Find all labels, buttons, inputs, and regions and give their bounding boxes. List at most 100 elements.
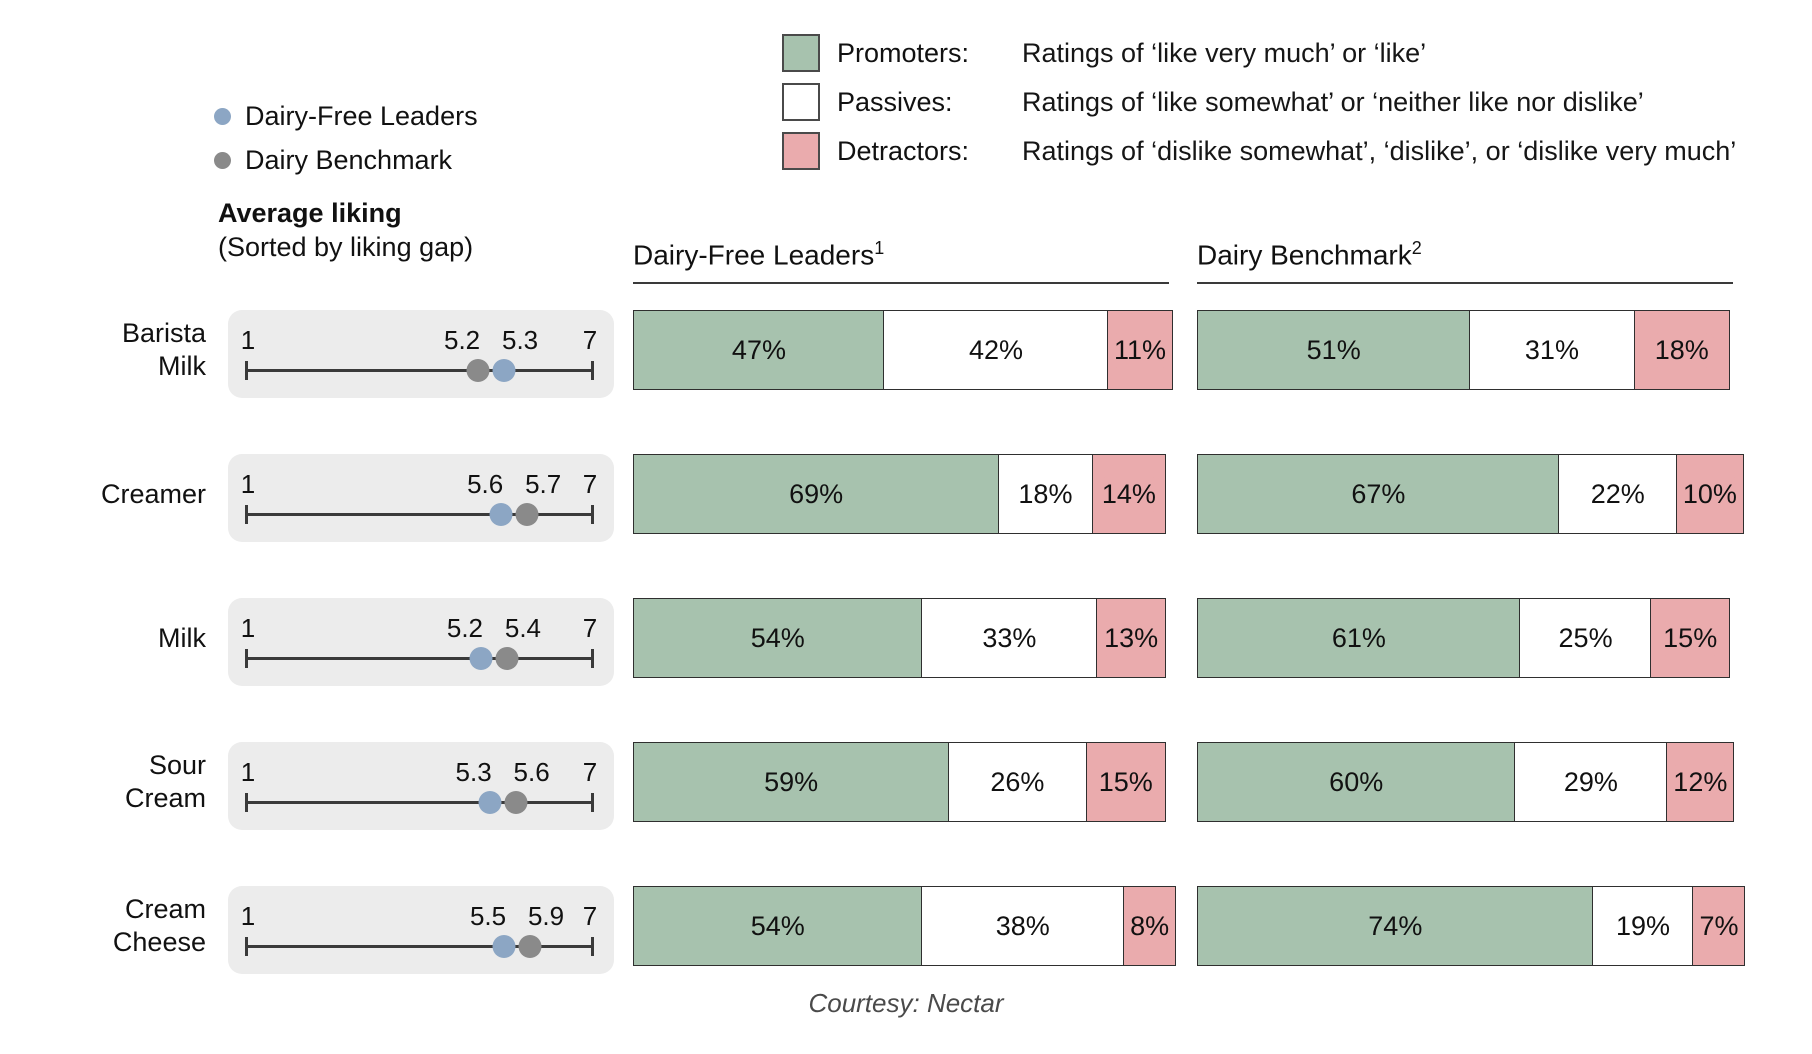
- scale-line: [246, 801, 592, 804]
- passives-percent-label: 19%: [1616, 910, 1671, 941]
- dairy-free-bar: 47% 42% 11%: [633, 310, 1174, 390]
- scale-label-min: 1: [240, 901, 256, 931]
- promoters-segment: 51%: [1197, 310, 1471, 390]
- scale-tick-min: [244, 505, 248, 524]
- scale-label-min: 1: [240, 469, 256, 499]
- promoters-percent-label: 54%: [750, 622, 805, 653]
- avg-value-label: 5.9: [527, 901, 565, 931]
- category-row: Creamer 1 7 5.6 5.7 69% 18% 14% 67% 22% 10%: [0, 454, 1812, 542]
- detractors-percent-label: 14%: [1095, 476, 1162, 512]
- avg-value-label: 5.2: [446, 613, 484, 643]
- detractors-swatch-icon: [782, 132, 820, 170]
- footnote-marker: 2: [1411, 238, 1422, 258]
- passives-segment: 29%: [1513, 742, 1668, 822]
- avg-value-label: 5.6: [513, 757, 550, 787]
- detractors-segment: 13%: [1096, 598, 1166, 678]
- scale-label-max: 7: [582, 469, 598, 499]
- category-label: Sour Cream: [124, 750, 206, 813]
- avg-value-label: 5.7: [525, 469, 562, 499]
- detractors-percent-label: 10%: [1676, 476, 1743, 512]
- segment-legend-item-detractors: Detractors: Ratings of ‘dislike somewhat…: [782, 131, 1736, 171]
- benchmark-bar: 61% 25% 15%: [1197, 598, 1733, 678]
- promoters-percent-label: 74%: [1368, 910, 1423, 941]
- detractors-segment: 15%: [1650, 598, 1730, 678]
- scale-line: [246, 657, 592, 660]
- scale-line: [246, 945, 592, 948]
- scale-line: [246, 513, 592, 516]
- detractors-segment: 12%: [1666, 742, 1735, 822]
- promoters-swatch-icon: [782, 34, 820, 72]
- series-legend-label: Dairy Benchmark: [245, 144, 453, 175]
- detractors-percent-label: 18%: [1648, 332, 1715, 368]
- avg-value-label: 5.3: [502, 325, 539, 355]
- detractors-percent-label: 15%: [1657, 620, 1724, 656]
- detractors-segment: 8%: [1123, 886, 1177, 966]
- promoters-segment: 54%: [633, 598, 923, 678]
- promoters-segment: 59%: [633, 742, 950, 822]
- scale-label-min: 1: [240, 757, 256, 787]
- passives-segment: 31%: [1468, 310, 1636, 390]
- promoters-percent-label: 67%: [1351, 478, 1406, 509]
- promoters-percent-label: 47%: [731, 334, 786, 365]
- benchmark-avg-dot: [518, 935, 542, 958]
- passives-segment: 38%: [920, 886, 1125, 966]
- passives-segment: 18%: [997, 454, 1094, 534]
- benchmark-avg-dot: [504, 791, 528, 814]
- passives-segment: 25%: [1519, 598, 1652, 678]
- dairy-free-dot-icon: [214, 107, 231, 125]
- series-legend-item-benchmark: Dairy Benchmark: [214, 138, 478, 182]
- passives-percent-label: 25%: [1558, 622, 1613, 653]
- scale-tick-max: [590, 505, 594, 524]
- avg-value-label: 5.4: [504, 613, 542, 643]
- benchmark-avg-dot: [466, 359, 490, 382]
- detractors-percent-label: 7%: [1693, 908, 1745, 944]
- scale-line: [246, 369, 592, 372]
- benchmark-bar: 60% 29% 12%: [1197, 742, 1735, 822]
- scale-tick-max: [590, 649, 594, 668]
- series-legend: Dairy-Free Leaders Dairy Benchmark: [214, 94, 478, 182]
- footnote-marker: 1: [874, 238, 885, 258]
- detractors-percent-label: 15%: [1092, 764, 1159, 800]
- scale-label-max: 7: [582, 325, 598, 355]
- average-liking-dot-plot: 1 7 5.5 5.9: [228, 886, 614, 974]
- average-liking-dot-plot: 1 7 5.2 5.4: [228, 598, 614, 686]
- scale-label-max: 7: [582, 757, 598, 787]
- scale-label-min: 1: [240, 325, 256, 355]
- segment-legend-item-promoters: Promoters: Ratings of ‘like very much’ o…: [782, 33, 1736, 73]
- scale-label-max: 7: [582, 901, 598, 931]
- detractors-percent-label: 8%: [1124, 908, 1176, 944]
- detractors-segment: 15%: [1085, 742, 1166, 822]
- scale-label-max: 7: [582, 613, 598, 643]
- segment-legend-item-passives: Passives: Ratings of ‘like somewhat’ or …: [782, 82, 1736, 122]
- promoters-segment: 61%: [1197, 598, 1521, 678]
- passives-percent-label: 29%: [1563, 766, 1618, 797]
- promoters-percent-label: 51%: [1306, 334, 1361, 365]
- scale-tick-min: [244, 793, 248, 812]
- avg-value-label: 5.5: [469, 901, 507, 931]
- passives-percent-label: 22%: [1590, 478, 1645, 509]
- scale-label-min: 1: [240, 613, 256, 643]
- column-header-dairy-free: Dairy-Free Leaders1: [633, 238, 1169, 284]
- promoters-segment: 47%: [633, 310, 885, 390]
- series-legend-label: Dairy-Free Leaders: [245, 100, 478, 131]
- scale-tick-max: [590, 937, 594, 956]
- courtesy-note: Courtesy: Nectar: [808, 988, 1004, 1018]
- avg-value-label: 5.3: [455, 757, 492, 787]
- passives-segment: 42%: [883, 310, 1109, 390]
- category-row: Barista Milk 1 7 5.2 5.3 47% 42% 11% 51% 31% 18%: [0, 310, 1812, 398]
- category-row: Sour Cream 1 7 5.3 5.6 59% 26% 15% 60% 29% 12%: [0, 742, 1812, 830]
- category-row: Cream Cheese 1 7 5.5 5.9 54% 38% 8% 74% 19% 7%: [0, 886, 1812, 974]
- promoters-segment: 54%: [633, 886, 923, 966]
- average-liking-dot-plot: 1 7 5.6 5.7: [228, 454, 614, 542]
- detractors-percent-label: 12%: [1667, 764, 1734, 800]
- detractors-segment: 7%: [1692, 886, 1746, 966]
- dairy-free-bar: 54% 33% 13%: [633, 598, 1169, 678]
- passives-percent-label: 33%: [982, 622, 1037, 653]
- axis-title-text: Average liking: [218, 198, 402, 228]
- segment-legend-description: Ratings of ‘like very much’ or ‘like’: [1022, 37, 1427, 68]
- passives-percent-label: 26%: [990, 766, 1045, 797]
- passives-swatch-icon: [782, 83, 820, 121]
- benchmark-bar: 51% 31% 18%: [1197, 310, 1733, 390]
- avg-value-label: 5.2: [444, 325, 481, 355]
